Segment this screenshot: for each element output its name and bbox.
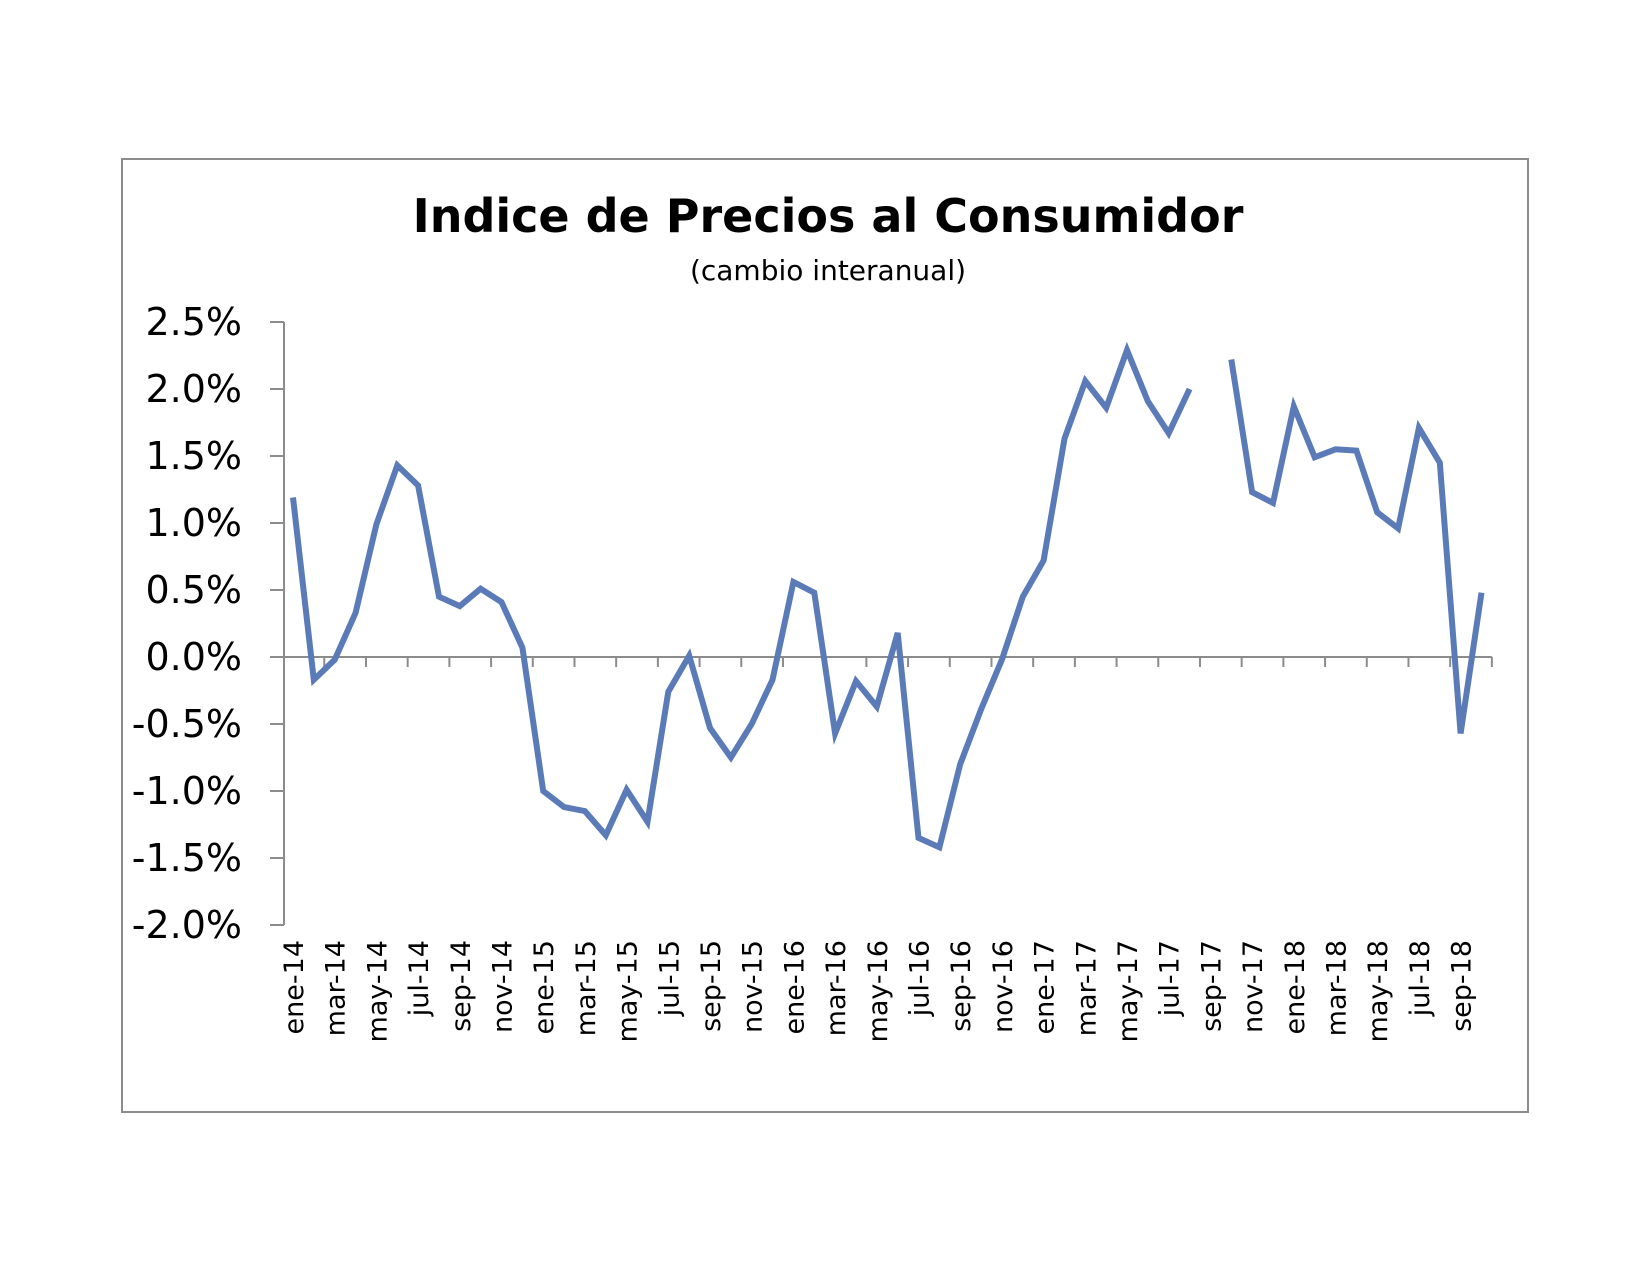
x-tick-label: may-17 <box>1113 940 1144 1042</box>
x-tick-label: mar-16 <box>821 940 852 1036</box>
x-tick-label: nov-14 <box>488 940 519 1033</box>
x-tick-label: sep-16 <box>946 940 977 1032</box>
y-tick-label: 2.0% <box>145 367 242 411</box>
x-tick-label: mar-17 <box>1071 940 1102 1036</box>
y-tick-label: 1.0% <box>145 501 242 545</box>
x-tick-label: ene-15 <box>529 940 560 1034</box>
x-axis: ene-14 mar-14 may-14 jul-14 sep-14 nov-14 ene-… <box>279 656 1493 1042</box>
x-tick-label: jul-14 <box>404 940 435 1017</box>
y-tick-label: -1.5% <box>132 836 242 880</box>
y-tick-label: 2.5% <box>145 300 242 344</box>
y-tick-label: -0.5% <box>132 702 242 746</box>
x-tick-label: mar-15 <box>571 940 602 1036</box>
y-tick-label: -2.0% <box>132 903 242 947</box>
x-tick-label: jul-15 <box>654 940 685 1017</box>
x-tick-label: sep-17 <box>1196 940 1227 1032</box>
x-tick-label: jul-18 <box>1405 940 1436 1017</box>
y-tick-label: 1.5% <box>145 434 242 478</box>
x-tick-label: sep-18 <box>1447 940 1478 1032</box>
y-tick-label: 0.5% <box>145 568 242 612</box>
x-tick-label: nov-15 <box>738 940 769 1033</box>
x-tick-label: nov-17 <box>1238 940 1269 1033</box>
y-tick-label: 0.0% <box>145 635 242 679</box>
series-line <box>290 341 1485 852</box>
x-tick-label: may-14 <box>362 940 393 1042</box>
x-tick-label: may-18 <box>1363 940 1394 1042</box>
x-tick-label: nov-16 <box>988 940 1019 1033</box>
chart-frame: Indice de Precios al Consumidor (cambio … <box>121 158 1529 1113</box>
chart-title: Indice de Precios al Consumidor <box>413 189 1244 243</box>
x-tick-label: may-15 <box>613 940 644 1042</box>
y-tick-label: -1.0% <box>132 769 242 813</box>
x-tick-label: ene-18 <box>1280 940 1311 1034</box>
x-tick-label: ene-14 <box>279 940 310 1034</box>
x-tick-label: jul-16 <box>905 940 936 1017</box>
ipc-line-chart: Indice de Precios al Consumidor (cambio … <box>132 189 1493 1042</box>
series-layer <box>290 341 1485 852</box>
x-tick-label: jul-17 <box>1155 940 1186 1017</box>
x-tick-label: sep-15 <box>696 940 727 1032</box>
x-tick-label: mar-14 <box>321 940 352 1036</box>
x-tick-label: sep-14 <box>446 940 477 1032</box>
x-tick-label: ene-16 <box>779 940 810 1034</box>
x-tick-label: mar-18 <box>1322 940 1353 1036</box>
x-tick-label: may-16 <box>863 940 894 1042</box>
chart-subtitle: (cambio interanual) <box>690 254 966 287</box>
x-tick-label: ene-17 <box>1030 940 1061 1034</box>
y-axis: 2.5% 2.0% 1.5% 1.0% 0.5% 0.0% -0.5% -1.0% -1.5% -… <box>132 300 285 947</box>
